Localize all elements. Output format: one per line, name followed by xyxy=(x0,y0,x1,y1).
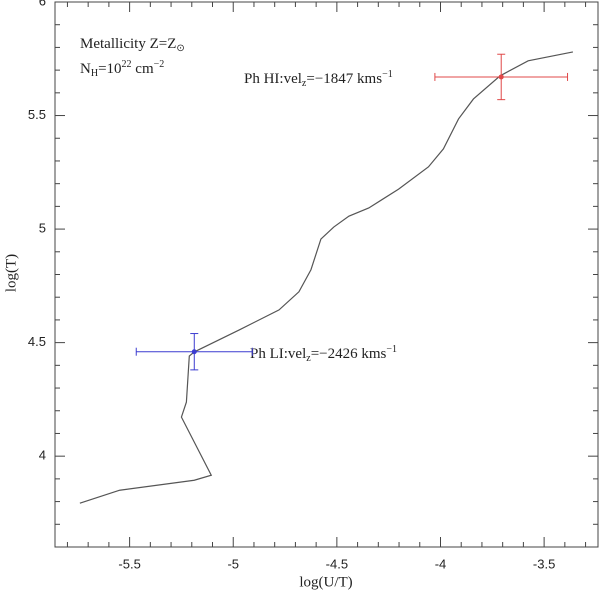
x-tick-label: -3.5 xyxy=(533,556,555,571)
label-part: z xyxy=(302,78,307,89)
y-tick-label: 4.5 xyxy=(28,334,46,349)
y-tick-label: 5 xyxy=(39,221,46,236)
annotation: Metallicity Z=Z⊙ xyxy=(80,36,185,54)
annotation-part: cm xyxy=(132,61,154,77)
annotation-part: Metallicity Z=Z xyxy=(80,36,176,52)
label-part: z xyxy=(306,353,311,364)
annotation-part: H xyxy=(91,68,98,79)
label-part: =−1847 kms xyxy=(306,71,382,87)
annotation-part: N xyxy=(80,61,91,77)
label-part: Ph HI:vel xyxy=(244,71,302,87)
point-label: Ph LI:velz=−2426 kms−1 xyxy=(250,344,397,364)
point xyxy=(191,349,197,355)
x-tick-label: -4.5 xyxy=(326,556,348,571)
annotation-part: ⊙ xyxy=(176,43,184,54)
y-tick-label: 5.5 xyxy=(28,107,46,122)
label-part: −1 xyxy=(386,344,397,355)
annotation: NH=1022 cm−2 xyxy=(80,59,164,79)
point-label: Ph HI:velz=−1847 kms−1 xyxy=(244,69,393,89)
y-tick-label: 4 xyxy=(39,448,46,463)
label-part: Ph LI:vel xyxy=(250,346,306,362)
line xyxy=(79,51,574,504)
point xyxy=(498,74,504,80)
x-tick-label: -5 xyxy=(227,556,239,571)
y-tick-label: 6 xyxy=(39,0,46,8)
x-tick-label: -4 xyxy=(435,556,447,571)
y-axis-label: log(T) xyxy=(3,254,19,292)
annotation-part: =10 xyxy=(98,61,121,77)
label-part: −1 xyxy=(382,69,393,80)
label-part: =−2426 kms xyxy=(311,346,387,362)
annotation-part: −2 xyxy=(154,59,165,70)
x-tick-label: -5.5 xyxy=(118,556,140,571)
annotation-part: 22 xyxy=(122,59,132,70)
x-axis-label: log(U/T) xyxy=(299,574,352,590)
